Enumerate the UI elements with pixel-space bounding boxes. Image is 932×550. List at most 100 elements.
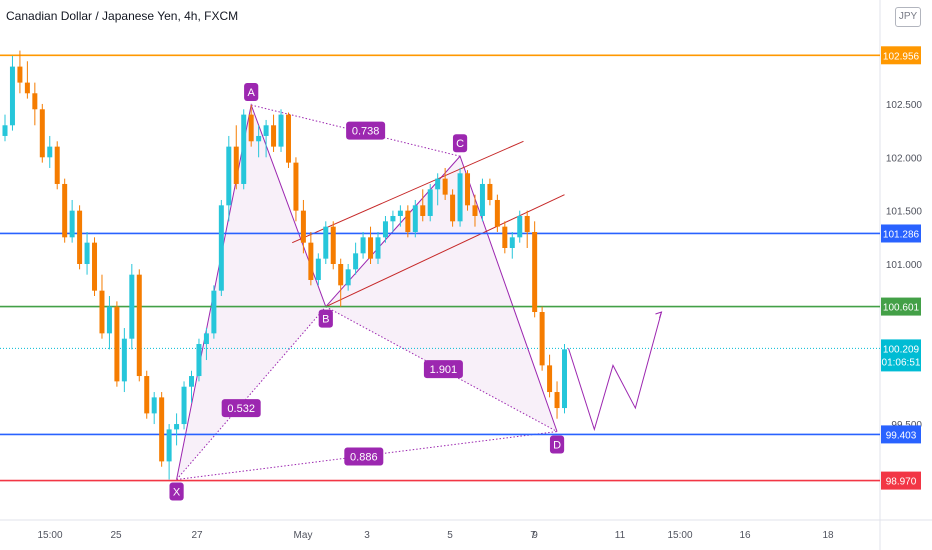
pattern-ratio-line[interactable] (251, 104, 461, 157)
candle-body (151, 397, 157, 414)
level-price-label[interactable]: 102.956 (881, 46, 921, 65)
current-price-label-bg (881, 339, 921, 372)
candle-body (487, 183, 493, 200)
point-label-x[interactable]: X (169, 482, 184, 501)
ratio-label-bg (344, 447, 384, 466)
candle-body (405, 210, 411, 232)
point-label-b[interactable]: B (318, 309, 333, 328)
candle-body (144, 376, 150, 414)
candle-body (368, 237, 374, 259)
candle-body (479, 183, 485, 216)
time-tick: 16 (739, 530, 751, 541)
candle-body (390, 215, 396, 222)
price-tick: 101.000 (886, 260, 923, 271)
candle-body (121, 338, 127, 382)
level-price-label[interactable]: 101.286 (881, 224, 921, 243)
pattern-ratio-line[interactable] (176, 306, 327, 480)
price-tick: 102.000 (886, 153, 923, 164)
point-label-d[interactable]: D (549, 435, 565, 454)
projection-line[interactable] (568, 311, 662, 432)
time-tick: 5 (447, 530, 453, 541)
candle-body (285, 114, 291, 163)
candle-body (502, 226, 508, 248)
price-channel[interactable] (292, 140, 565, 308)
candle-body (539, 312, 545, 366)
current-price-text: 100.209 (883, 344, 920, 355)
candle-body (69, 210, 75, 238)
candle-body (382, 221, 388, 238)
point-label-b-bg (318, 309, 333, 328)
level-price-label-bg (881, 224, 921, 243)
ratio-label-bg (423, 360, 463, 379)
level-price-label[interactable]: 99.403 (881, 425, 921, 444)
ratio-label[interactable]: 0.532 (221, 399, 261, 418)
candle-body (323, 226, 329, 259)
price-axis[interactable]: 102.500102.000101.500101.00099.500102.95… (881, 46, 923, 490)
point-label-a-text: A (248, 87, 256, 99)
level-price-label-text: 101.286 (883, 229, 920, 240)
candle-body (509, 237, 515, 248)
candle-body (256, 135, 262, 142)
candle-body (465, 173, 471, 206)
projection-path[interactable] (568, 311, 663, 432)
point-label-c-bg (452, 134, 468, 153)
candle-body (457, 173, 463, 222)
point-label-b-text: B (322, 314, 329, 326)
candle-body (17, 66, 23, 83)
ratio-label[interactable]: 1.901 (423, 360, 463, 379)
candle-body (77, 210, 83, 264)
candle-body (99, 290, 105, 334)
current-price-label[interactable]: 100.209 01:06:51 (881, 339, 921, 372)
candle-body (420, 205, 426, 216)
candle-body (554, 392, 560, 409)
ratio-label[interactable]: 0.738 (346, 121, 386, 140)
candle-body (248, 114, 254, 142)
horizontal-levels[interactable] (0, 54, 880, 482)
symbol-title: Canadian Dollar / Japanese Yen, 4h, FXCM (6, 9, 239, 23)
point-label-d-bg (549, 435, 565, 454)
countdown-text: 01:06:51 (882, 357, 921, 368)
level-price-label[interactable]: 100.601 (881, 297, 921, 316)
time-axis[interactable]: 15:00 25 27 May 3 5 79 11 15:00 16 18 (37, 530, 834, 541)
candle-body (442, 178, 448, 195)
candle-body (278, 114, 284, 147)
time-tick: 15:00 (37, 530, 62, 541)
candle-body (315, 258, 321, 281)
candle-body (226, 146, 232, 206)
pattern-labels[interactable]: X A B C D 0.738 0.532 1.901 0.886 (169, 83, 565, 501)
candle-body (218, 205, 224, 291)
ratio-label[interactable]: 0.886 (344, 447, 384, 466)
level-price-label-text: 99.403 (886, 430, 917, 441)
candle-body (129, 274, 135, 339)
candle-body (338, 264, 344, 286)
time-tick: 3 (364, 530, 370, 541)
pattern-ratio-line[interactable] (176, 431, 558, 481)
time-tick: 7 (530, 530, 536, 541)
xabcd-pattern[interactable] (176, 103, 558, 481)
candle-body (293, 162, 299, 211)
time-tick: 11 (615, 530, 626, 541)
candle-body (196, 344, 202, 377)
candle-body (211, 290, 217, 334)
level-price-label[interactable]: 98.970 (881, 471, 921, 490)
candle-body (233, 146, 239, 184)
ratio-label-text: 0.886 (350, 452, 378, 464)
candle-body (189, 376, 194, 387)
point-label-c-text: C (456, 138, 464, 150)
ratio-label-bg (346, 121, 386, 140)
candle-body (517, 215, 523, 238)
channel-upper-line[interactable] (292, 140, 524, 244)
currency-button[interactable]: JPY (895, 7, 921, 27)
point-label-c[interactable]: C (452, 134, 468, 153)
level-price-label-bg (881, 425, 921, 444)
candle-body (412, 205, 418, 232)
candle-body (308, 242, 314, 281)
channel-lower-line[interactable] (325, 194, 565, 308)
point-label-a[interactable]: A (244, 83, 259, 102)
candle-body (47, 146, 53, 158)
point-label-d-text: D (553, 440, 561, 452)
candle-body (24, 82, 30, 94)
candle-body (159, 397, 165, 462)
